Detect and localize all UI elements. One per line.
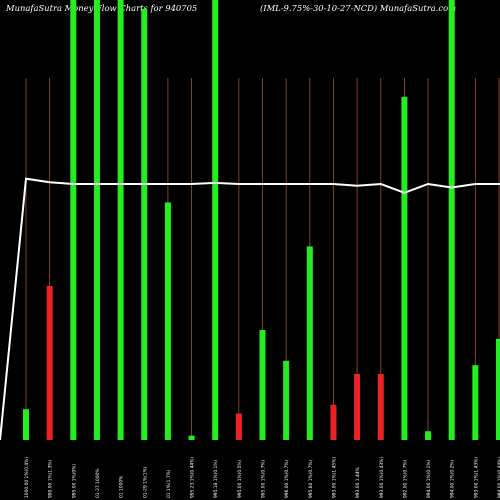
x-tick-label: 01 1%(1.7%) [166, 469, 172, 498]
volume-bar [93, 0, 100, 440]
volume-bar [306, 246, 313, 440]
x-tick-label: 993.00 1%(1.45%) [331, 457, 337, 498]
volume-bar [448, 0, 455, 440]
price-line-group [0, 177, 500, 441]
volume-bar [259, 330, 266, 440]
volume-bar [117, 0, 124, 440]
volume-bar [354, 374, 361, 440]
volume-bar [46, 286, 53, 440]
x-tick-label: 993.00 1%(1.43%) [473, 457, 479, 498]
x-tick-label: 01 1000% [119, 476, 125, 498]
x-tick-label: 995.18 1%(0.1%) [213, 459, 219, 498]
x-tick-label: 993.00 1%(0.43%) [379, 457, 385, 498]
volume-bar [188, 435, 195, 440]
volume-bar [235, 413, 242, 440]
volume-bar [425, 431, 432, 440]
x-tick-label: 01-27 1000% [95, 469, 101, 499]
volume-bar [164, 202, 171, 440]
x-tick-label: 1000.00 1%(0.4%) [24, 457, 30, 498]
chart-title-left: MunafaSutra Money Flow Charts for 940705 [6, 3, 198, 13]
x-tick-label: 994.00 1%(0.1%) [426, 459, 432, 498]
x-tick-label: 990.00 1%(1.3%) [48, 459, 54, 498]
volume-bar [401, 96, 408, 441]
volume-bar [212, 0, 219, 440]
volume-bar [283, 360, 290, 440]
x-tick-label: 993.00 1.44% [355, 467, 361, 498]
x-tick-label: 994.00 1%(0.44%) [497, 457, 500, 498]
chart-title-right: (IML-9.75%-30-10-27-NCD) MunafaSutra.com [260, 3, 457, 13]
x-tick-label: 995.23 1%(0.44%) [190, 457, 196, 498]
x-tick-label: 995.00 1%(0%) [71, 464, 77, 498]
x-tick-label: 992.00 1%(0.7%) [402, 459, 408, 498]
price-line [0, 177, 500, 441]
x-tick-label: 996.00 1%(0.7%) [284, 459, 290, 498]
x-tick-label: 995.00 1%(0.7%) [261, 459, 267, 498]
x-tick-label: 994.00 1%(0.2%) [450, 459, 456, 498]
volume-bars [23, 0, 500, 441]
volume-bar [330, 404, 337, 440]
volume-bar [141, 8, 148, 441]
x-tick-label: 01-29 1%(1%) [142, 466, 148, 498]
volume-bar [377, 374, 384, 440]
volume-bar [496, 338, 500, 440]
volume-bar [472, 365, 479, 440]
x-tick-labels: 1000.00 1%(0.4%) 990.00 1%(1.3%) 995.00 1%… [24, 457, 500, 498]
x-tick-label: 995.00 1%(0.5%) [237, 459, 243, 498]
volume-bar [70, 0, 77, 440]
volume-bar [23, 409, 29, 440]
x-tick-label: 995.80 1%(0.7%) [308, 459, 314, 498]
